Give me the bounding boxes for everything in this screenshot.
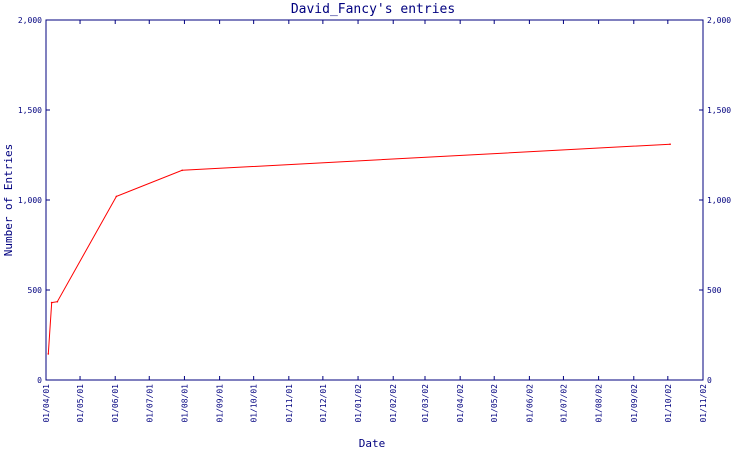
chart-title: David_Fancy's entries: [291, 2, 455, 17]
x-tick-label: 01/10/02: [664, 384, 673, 423]
y-tick-label-left: 1,500: [18, 106, 42, 115]
y-tick-label-left: 500: [28, 286, 43, 295]
x-tick-label: 01/06/02: [525, 384, 534, 423]
x-tick-label: 01/04/01: [42, 384, 51, 423]
x-tick-label: 01/07/02: [559, 384, 568, 423]
x-tick-label: 01/07/01: [145, 384, 154, 423]
data-point: [669, 143, 671, 145]
x-tick-label: 01/06/01: [111, 384, 120, 423]
y-tick-label-right: 1,500: [707, 106, 731, 115]
x-tick-label: 01/08/02: [595, 384, 604, 423]
data-point: [47, 353, 50, 355]
x-tick-label: 01/11/01: [285, 384, 294, 423]
x-axis-ticks: 01/04/01 01/05/01 01/06/01 01/07/01 01/08/01…: [42, 20, 708, 423]
y-tick-label-left: 2,000: [18, 16, 42, 25]
x-tick-label: 01/05/01: [76, 384, 85, 423]
x-axis-label: Date: [359, 437, 386, 450]
series-group: [47, 143, 671, 355]
x-tick-label: 01/04/02: [456, 384, 465, 423]
y-tick-label-right: 1,000: [707, 196, 731, 205]
x-tick-label: 01/08/01: [180, 384, 189, 423]
x-tick-label: 01/12/01: [319, 384, 328, 423]
y-tick-label-right: 2,000: [707, 16, 731, 25]
x-tick-label: 01/11/02: [699, 384, 708, 423]
data-point: [181, 169, 183, 172]
y-tick-label-left: 1,000: [18, 196, 42, 205]
x-tick-label: 01/02/02: [389, 384, 398, 423]
series-line: [47, 143, 671, 354]
data-point: [50, 301, 53, 304]
x-tick-label: 01/01/02: [354, 384, 363, 423]
y-tick-label-right: 0: [707, 376, 712, 385]
y-axis-label: Number of Entries: [2, 144, 15, 257]
plot-frame: [45, 19, 704, 381]
x-tick-label: 01/05/02: [490, 384, 499, 423]
x-tick-label: 01/10/01: [250, 384, 259, 423]
y-axis-ticks: 0 0 500 500 1,000 1,000 1,500 1,500 2,000 2,000: [18, 16, 731, 385]
x-tick-label: 01/09/02: [630, 384, 639, 423]
y-tick-label-left: 0: [37, 376, 42, 385]
data-point: [56, 300, 59, 303]
data-point: [115, 195, 118, 198]
x-tick-label: 01/03/02: [421, 384, 430, 423]
y-tick-label-right: 500: [707, 286, 722, 295]
x-tick-label: 01/09/01: [216, 384, 225, 423]
